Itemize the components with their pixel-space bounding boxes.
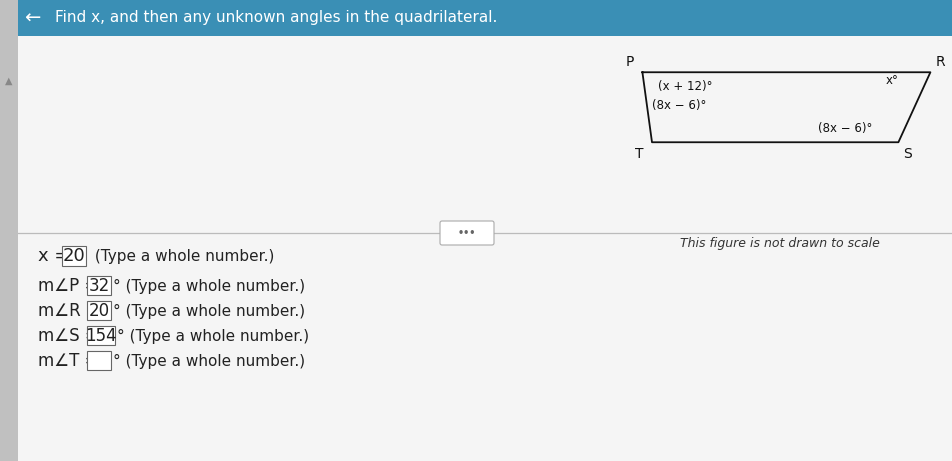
Text: (8x − 6)°: (8x − 6)° <box>818 122 872 135</box>
Text: •••: ••• <box>457 228 476 238</box>
Text: Find x, and then any unknown angles in the quadrilateral.: Find x, and then any unknown angles in t… <box>55 11 497 25</box>
Text: (8x − 6)°: (8x − 6)° <box>651 99 705 112</box>
Text: S: S <box>902 148 911 161</box>
Text: m∠S =: m∠S = <box>38 327 104 345</box>
Text: ° (Type a whole number.): ° (Type a whole number.) <box>113 278 305 294</box>
FancyBboxPatch shape <box>440 221 493 245</box>
Text: ▲: ▲ <box>6 76 12 86</box>
FancyBboxPatch shape <box>87 326 115 345</box>
Text: m∠P =: m∠P = <box>38 277 104 295</box>
Text: ° (Type a whole number.): ° (Type a whole number.) <box>113 303 305 319</box>
Text: m∠R =: m∠R = <box>38 302 105 320</box>
Text: x°: x° <box>884 75 898 88</box>
Text: This figure is not drawn to scale: This figure is not drawn to scale <box>680 236 879 249</box>
Text: 20: 20 <box>89 302 109 320</box>
Text: x =: x = <box>38 247 75 265</box>
Text: ° (Type a whole number.): ° (Type a whole number.) <box>113 354 305 368</box>
FancyBboxPatch shape <box>18 0 952 36</box>
FancyBboxPatch shape <box>87 351 110 370</box>
Text: m∠T =: m∠T = <box>38 352 104 370</box>
Text: P: P <box>625 55 633 69</box>
Text: (x + 12)°: (x + 12)° <box>658 80 712 93</box>
FancyBboxPatch shape <box>87 276 110 295</box>
FancyBboxPatch shape <box>0 0 18 461</box>
FancyBboxPatch shape <box>62 246 86 266</box>
Text: 32: 32 <box>89 277 109 295</box>
Text: T: T <box>634 148 643 161</box>
Text: ° (Type a whole number.): ° (Type a whole number.) <box>117 329 308 343</box>
Text: R: R <box>934 55 943 69</box>
Text: 154: 154 <box>85 327 117 345</box>
Text: ←: ← <box>24 8 40 28</box>
Text: (Type a whole number.): (Type a whole number.) <box>89 248 274 264</box>
FancyBboxPatch shape <box>87 301 110 320</box>
Text: 20: 20 <box>63 247 86 265</box>
FancyBboxPatch shape <box>18 0 952 461</box>
